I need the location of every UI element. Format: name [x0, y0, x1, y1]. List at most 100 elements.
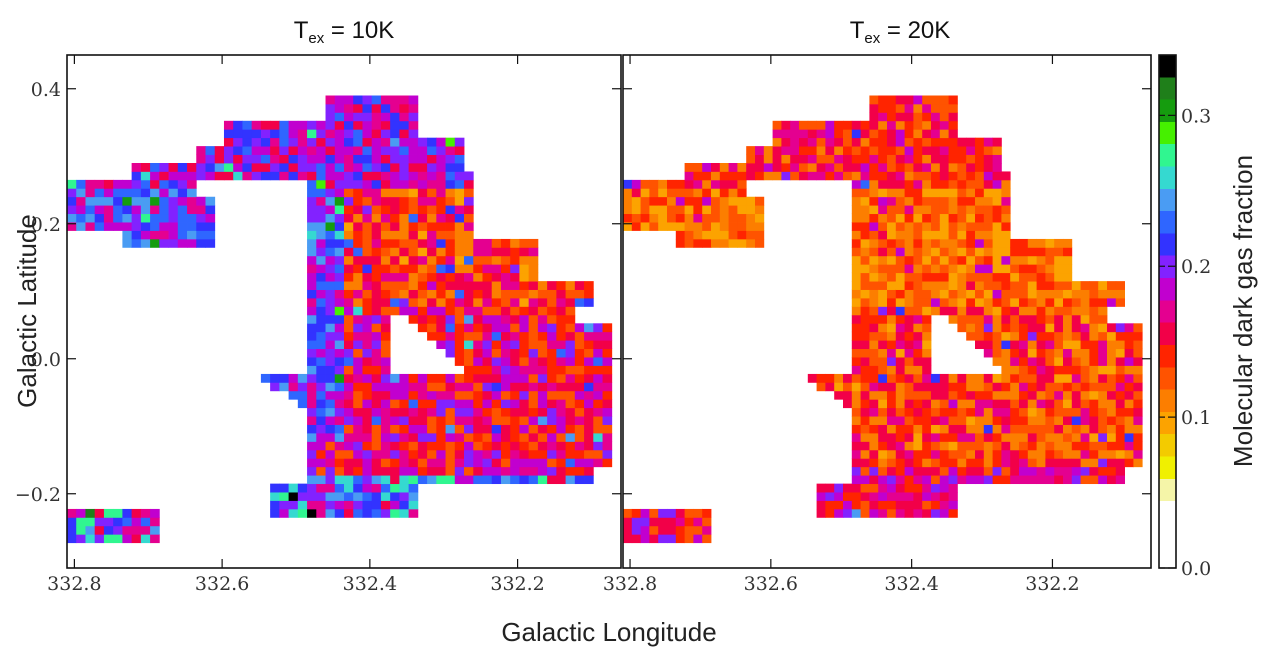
heatmap-cell: [344, 390, 354, 400]
heatmap-cell: [454, 357, 465, 366]
heatmap-cell: [992, 289, 1002, 299]
heatmap-cell: [1071, 399, 1081, 409]
heatmap-cell: [843, 154, 853, 164]
heatmap-cell: [913, 264, 923, 274]
heatmap-cell: [399, 416, 410, 425]
heatmap-cell: [380, 373, 391, 383]
heatmap-cell: [1063, 466, 1073, 476]
heatmap-cell: [851, 163, 861, 172]
heatmap-cell: [362, 475, 373, 485]
heatmap-cell: [904, 407, 914, 417]
heatmap-cell: [307, 179, 317, 189]
heatmap-cell: [834, 508, 844, 518]
heatmap-cell: [851, 171, 861, 181]
heatmap-cell: [602, 458, 613, 468]
heatmap-cell: [992, 449, 1002, 459]
heatmap-cell: [464, 230, 474, 240]
heatmap-cell: [728, 213, 738, 223]
heatmap-cell: [177, 213, 188, 223]
heatmap-cell: [288, 154, 299, 164]
heatmap-cell: [214, 154, 225, 164]
heatmap-cell: [931, 129, 941, 139]
heatmap-cell: [417, 213, 428, 223]
heatmap-cell: [473, 424, 483, 434]
heatmap-cell: [1054, 238, 1064, 248]
heatmap-cell: [895, 373, 905, 383]
heatmap-cell: [454, 424, 465, 434]
heatmap-cell: [316, 357, 326, 366]
heatmap-cell: [878, 314, 888, 324]
heatmap-cell: [1098, 416, 1108, 425]
heatmap-cell: [878, 340, 888, 350]
heatmap-cell: [1027, 449, 1037, 459]
heatmap-cell: [316, 382, 326, 392]
heatmap-cell: [1063, 272, 1073, 282]
heatmap-cell: [1107, 407, 1117, 417]
heatmap-cell: [325, 390, 336, 400]
heatmap-cell: [464, 466, 474, 476]
heatmap-cell: [948, 306, 958, 316]
heatmap-cell: [834, 137, 844, 147]
heatmap-cell: [851, 196, 861, 206]
heatmap-cell: [1071, 314, 1081, 324]
heatmap-cell: [131, 525, 142, 535]
heatmap-cell: [684, 171, 694, 181]
heatmap-cell: [297, 399, 308, 409]
y-tick-label: −0.2: [15, 484, 61, 506]
heatmap-cell: [464, 433, 474, 442]
heatmap-cell: [85, 525, 96, 535]
heatmap-cell: [939, 255, 949, 265]
heatmap-cell: [316, 289, 326, 299]
heatmap-cell: [67, 179, 77, 189]
heatmap-cell: [869, 146, 879, 155]
heatmap-cell: [825, 382, 835, 392]
heatmap-cell: [983, 399, 993, 409]
heatmap-cell: [371, 163, 382, 172]
heatmap-cell: [510, 382, 520, 392]
heatmap-cell: [390, 188, 400, 198]
heatmap-cell: [602, 323, 613, 333]
heatmap-cell: [975, 424, 985, 434]
heatmap-cell: [436, 407, 446, 417]
heatmap-cell: [957, 441, 967, 451]
heatmap-cell: [1124, 441, 1134, 451]
heatmap-cell: [1107, 323, 1117, 333]
heatmap-cell: [436, 289, 446, 299]
heatmap-cell: [1010, 449, 1020, 459]
heatmap-cell: [816, 171, 826, 181]
heatmap-cell: [1107, 399, 1117, 409]
heatmap-cell: [913, 196, 923, 206]
heatmap-cell: [436, 179, 446, 189]
heatmap-cell: [1036, 424, 1046, 434]
heatmap-cell: [196, 196, 206, 206]
heatmap-cell: [519, 323, 530, 333]
heatmap-cell: [380, 255, 391, 265]
heatmap-cell: [187, 238, 197, 248]
heatmap-cell: [454, 264, 465, 274]
heatmap-cell: [565, 348, 576, 358]
heatmap-cell: [887, 264, 897, 274]
panel-10k-ticks: 332.8 332.6 332.4 332.20.40.20.0−0.2: [15, 55, 621, 595]
heatmap-cell: [417, 289, 428, 299]
heatmap-cell: [895, 508, 905, 518]
heatmap-cell: [316, 373, 326, 383]
heatmap-cell: [491, 264, 502, 274]
heatmap-cell: [325, 323, 336, 333]
heatmap-cell: [1115, 399, 1125, 409]
heatmap-cell: [1054, 373, 1064, 383]
heatmap-cell: [371, 449, 382, 459]
heatmap-cell: [1027, 340, 1037, 350]
heatmap-cell: [390, 281, 400, 290]
heatmap-cell: [781, 171, 791, 181]
heatmap-cell: [807, 146, 817, 155]
heatmap-cell: [602, 433, 613, 442]
heatmap-cell: [640, 213, 650, 223]
heatmap-cell: [878, 95, 888, 105]
heatmap-cell: [684, 179, 694, 189]
heatmap-cell: [454, 298, 465, 307]
heatmap-cell: [825, 129, 835, 139]
heatmap-cell: [1010, 348, 1020, 358]
heatmap-cell: [390, 382, 400, 392]
heatmap-cell: [196, 238, 206, 248]
heatmap-cell: [895, 483, 905, 493]
